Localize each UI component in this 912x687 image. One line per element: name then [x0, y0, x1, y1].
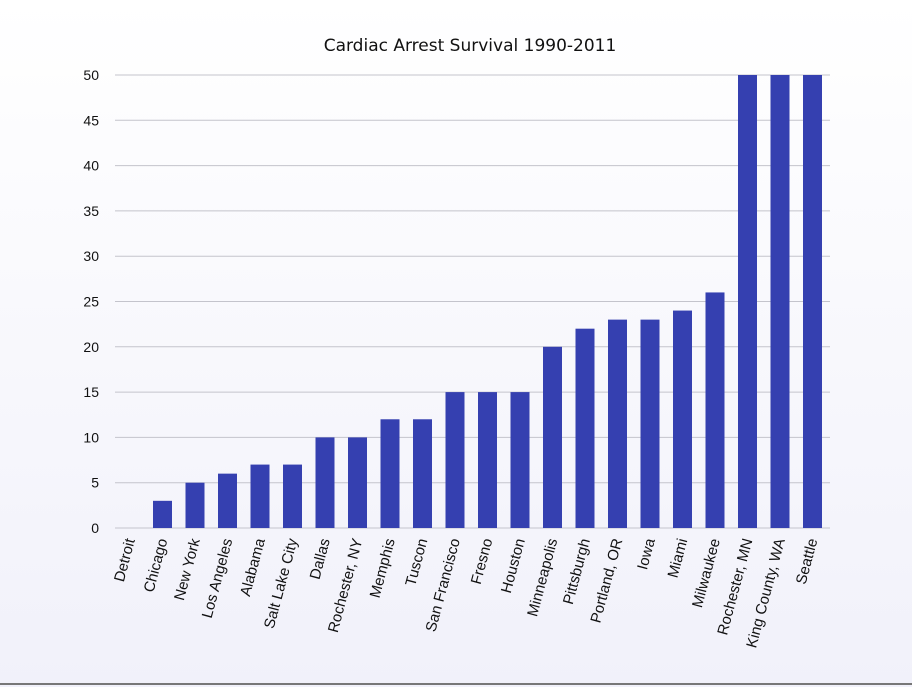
x-tick-label: Alabama [237, 536, 269, 598]
x-tick-label: Los Angeles [199, 537, 237, 620]
bar [738, 75, 757, 528]
bar [413, 419, 432, 528]
y-tick-label: 35 [83, 203, 99, 219]
x-tick-label: San Francisco [423, 537, 464, 634]
bar [640, 319, 660, 528]
bar [478, 392, 497, 528]
x-tick-label: Salt Lake City [261, 536, 302, 630]
bar [445, 392, 465, 528]
bar [673, 310, 692, 528]
y-tick-label: 0 [91, 520, 99, 536]
y-tick-label: 50 [83, 67, 99, 83]
y-tick-label: 30 [83, 248, 99, 264]
chart-title: Cardiac Arrest Survival 1990-2011 [324, 36, 617, 56]
x-tick-label: Dallas [307, 537, 334, 582]
y-tick-label: 45 [83, 112, 99, 128]
bar [250, 464, 270, 528]
bar [705, 292, 725, 528]
bottom-divider [0, 683, 912, 685]
x-tick-label: Detroit [111, 536, 139, 584]
x-tick-label: Rochester, NY [325, 537, 366, 635]
bar [218, 473, 237, 528]
bar [380, 419, 400, 528]
y-tick-label: 20 [83, 339, 99, 355]
x-tick-label: Minneapolis [524, 537, 561, 619]
x-tick-label: Iowa [634, 536, 659, 572]
x-tick-label: Milwaukee [689, 537, 724, 610]
bar [543, 346, 562, 528]
x-tick-label: Portland, OR [587, 536, 626, 624]
bar [510, 392, 530, 528]
y-tick-label: 25 [83, 294, 99, 310]
x-tick-label: Pittsburgh [560, 537, 594, 607]
bar [803, 75, 822, 528]
x-tick-label: Chicago [141, 537, 172, 595]
bar [315, 437, 335, 528]
y-tick-label: 40 [83, 158, 99, 174]
bar [348, 437, 367, 528]
x-tick-label: Miami [665, 537, 692, 580]
bar [283, 464, 302, 528]
bar [575, 328, 595, 528]
bar [185, 482, 205, 528]
x-tick-label: Tuscon [402, 537, 431, 588]
x-tick-label: Fresno [468, 537, 497, 586]
bar [608, 319, 627, 528]
y-tick-label: 5 [91, 475, 99, 491]
y-tick-label: 15 [83, 384, 99, 400]
x-tick-label: Houston [498, 537, 529, 595]
x-tick-label: Memphis [367, 537, 399, 600]
y-tick-label: 10 [83, 429, 99, 445]
bar [153, 500, 172, 528]
x-tick-label: New York [171, 536, 204, 602]
x-tick-label: Seattle [793, 537, 822, 587]
bar [770, 75, 790, 528]
